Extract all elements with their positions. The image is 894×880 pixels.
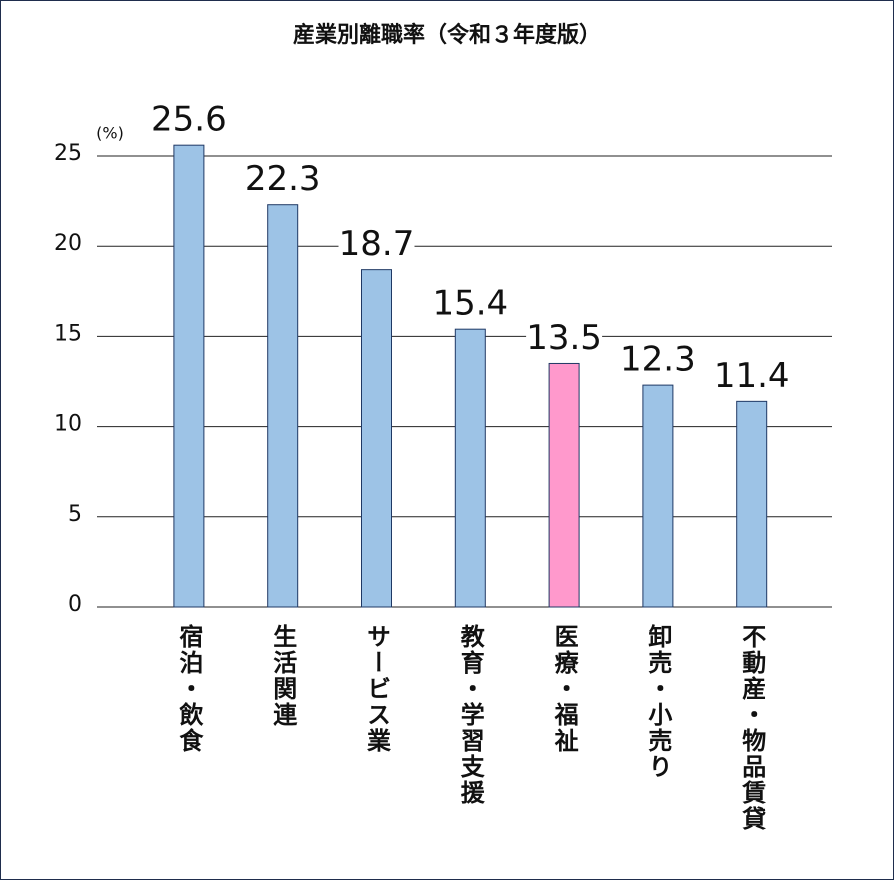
bar xyxy=(736,400,768,608)
x-tick-label: 教育・学習支援 xyxy=(456,623,484,806)
value-label: 18.7 xyxy=(339,224,415,264)
x-tick-label: サービス業 xyxy=(363,624,391,754)
x-tick-label: 卸売・小売り xyxy=(644,623,672,780)
x-tick-label: 宿泊・飲食 xyxy=(175,623,204,754)
y-unit: (%) xyxy=(96,124,124,143)
bar xyxy=(642,384,674,608)
bar xyxy=(548,362,580,608)
x-tick-label: 生活関連 xyxy=(269,624,297,728)
value-label: 25.6 xyxy=(151,100,227,140)
y-tick-label: 20 xyxy=(54,231,82,256)
y-tick-label: 25 xyxy=(54,141,82,166)
x-tick-label: 不動産・物品賃貸 xyxy=(738,624,767,832)
y-tick-label: 5 xyxy=(68,502,82,527)
value-label: 22.3 xyxy=(245,159,321,199)
y-tick-label: 15 xyxy=(54,321,82,346)
x-tick-label: 医療・福祉 xyxy=(550,624,579,754)
bar xyxy=(267,204,299,608)
value-label: 12.3 xyxy=(620,340,696,380)
value-label: 13.5 xyxy=(526,318,602,358)
value-label-bg xyxy=(432,287,509,324)
value-label-bg xyxy=(619,343,696,380)
value-label: 15.4 xyxy=(432,284,508,324)
value-label-bg xyxy=(526,321,603,358)
value-label-bg xyxy=(244,162,321,199)
bar xyxy=(454,328,486,608)
y-tick-label: 10 xyxy=(54,412,82,437)
value-label-bg xyxy=(150,103,227,140)
bar xyxy=(361,269,392,608)
value-label-bg xyxy=(713,359,790,396)
y-tick-label: 0 xyxy=(68,592,82,617)
chart-title: 産業別離職率（令和３年度版） xyxy=(293,22,601,48)
value-label-bg xyxy=(338,227,415,264)
bar xyxy=(173,144,205,608)
value-label: 11.4 xyxy=(714,356,790,396)
